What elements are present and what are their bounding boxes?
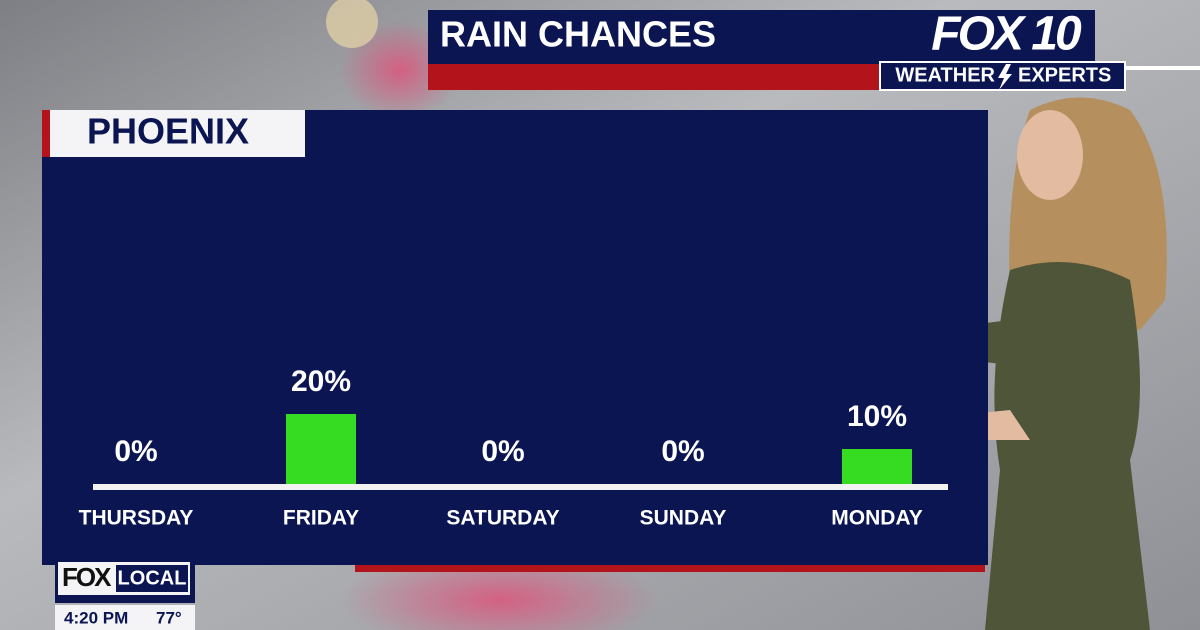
value-label: 0% [114, 435, 157, 468]
tagline: EXPERTS [1018, 64, 1111, 86]
location-accent [42, 110, 50, 157]
panel-accent [355, 565, 985, 572]
x-tick-label: MONDAY [831, 507, 922, 530]
chart-title: RAIN CHANCES [440, 14, 716, 55]
ticker-logo-tag [116, 565, 188, 592]
chart-panel [42, 110, 988, 565]
bar [286, 414, 356, 484]
value-label: 0% [481, 435, 524, 468]
x-tick-label: THURSDAY [79, 507, 194, 530]
value-label: 10% [847, 400, 907, 433]
value-label: 0% [661, 435, 704, 468]
ticker-temperature: 77° [156, 608, 182, 627]
title-bar [428, 10, 1095, 64]
ticker-bottom [55, 605, 195, 630]
plot: THURSDAY 0% FRIDAY 20% SATURDAY 0% SUNDAY 0% MON… [79, 365, 923, 530]
station-logo: FOX 10 [931, 8, 1082, 61]
x-tick-label: SUNDAY [640, 507, 727, 530]
baseline [93, 484, 948, 490]
x-tick-label: FRIDAY [283, 507, 359, 530]
ticker-logo: LOCAL [118, 567, 187, 589]
ticker-logo: FOX [62, 562, 112, 592]
location-box [50, 110, 305, 157]
lightning-icon [998, 64, 1012, 90]
value-label: 20% [291, 365, 351, 398]
location: PHOENIX [87, 111, 249, 152]
bar [842, 449, 912, 484]
background-light [326, 0, 378, 48]
x-tick-label: SATURDAY [446, 507, 559, 530]
rule [1125, 66, 1200, 70]
tagline: WEATHER [895, 64, 995, 86]
title-accent [428, 64, 880, 90]
ticker-time: 4:20 PM [64, 608, 128, 627]
